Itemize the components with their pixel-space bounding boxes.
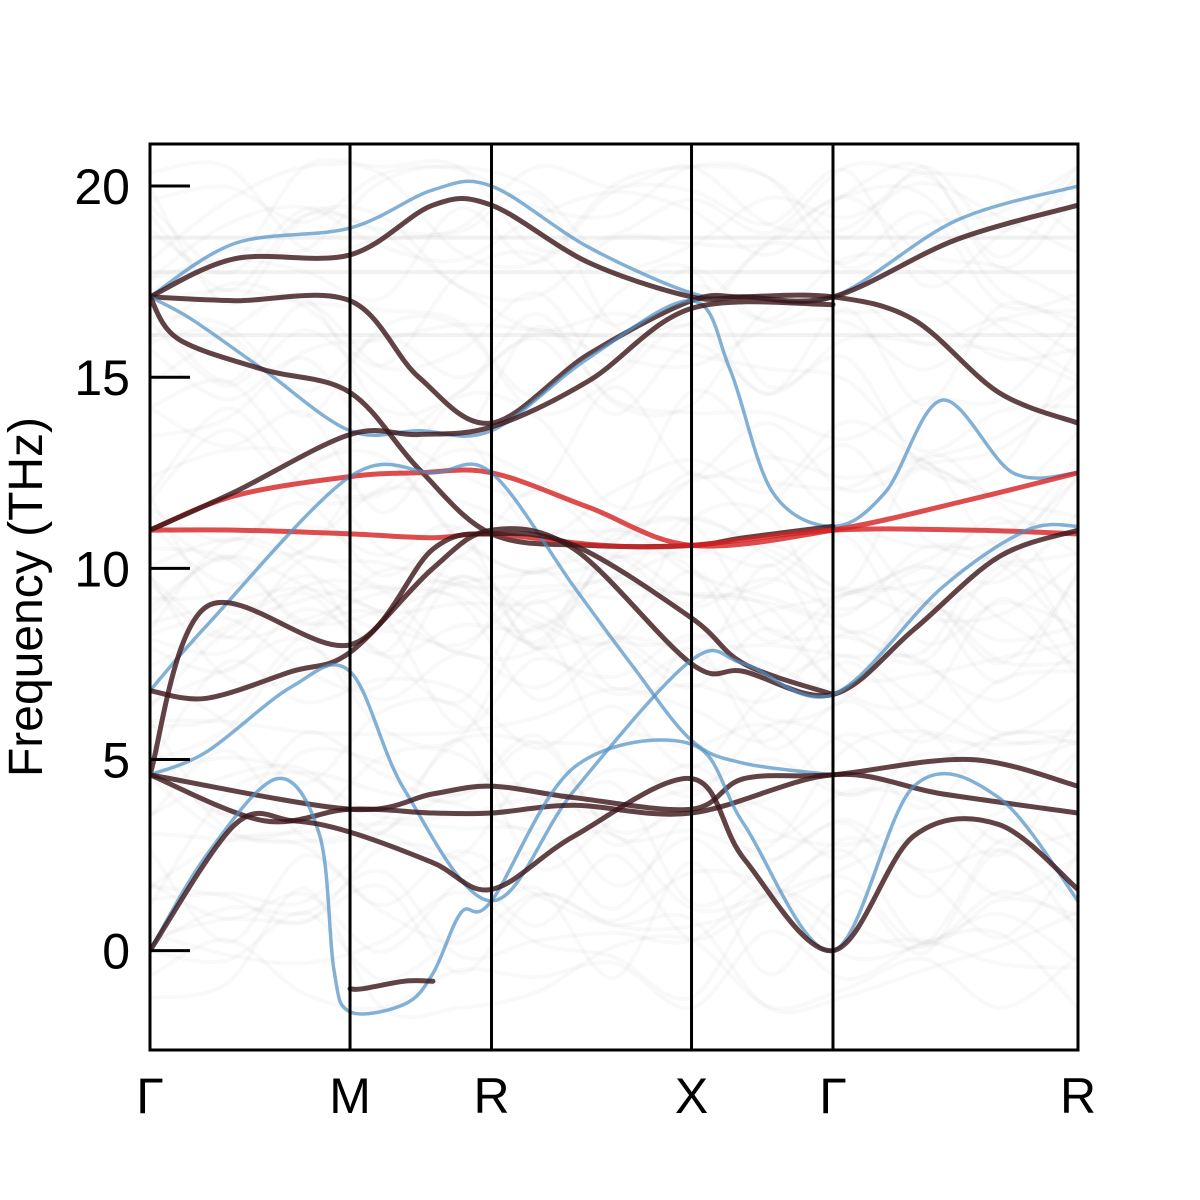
background-band: [150, 809, 1078, 911]
background-band: [150, 300, 1078, 419]
unfolded-band-10: [150, 526, 1078, 702]
background-band: [150, 336, 1078, 484]
x-tick-label: Γ: [819, 1068, 847, 1124]
background-band: [150, 635, 1078, 764]
x-tick-label: M: [329, 1068, 371, 1124]
background-band: [150, 770, 1078, 908]
background-band: [150, 532, 1078, 662]
background-band: [150, 157, 1078, 268]
background-band: [150, 654, 1078, 770]
background-band: [150, 448, 1078, 576]
background-band: [150, 927, 1078, 1012]
y-tick-label: 20: [74, 159, 130, 215]
y-tick-label: 10: [74, 541, 130, 597]
y-axis-label: Frequency (THz): [0, 417, 53, 777]
background-band: [150, 831, 1078, 940]
background-band: [150, 719, 1078, 853]
background-band: [150, 495, 1078, 615]
x-tick-label: R: [1060, 1068, 1096, 1124]
unfolded-band-1: [150, 195, 1078, 304]
background-band: [150, 886, 1078, 1020]
y-tick-label: 5: [102, 732, 130, 788]
background-band: [150, 673, 1078, 805]
background-band: [150, 388, 1078, 523]
background-band: [150, 868, 1078, 970]
unfolded-band-5: [150, 526, 1078, 550]
background-band: [150, 249, 1078, 368]
x-tick-label: Γ: [136, 1068, 164, 1124]
background-band: [150, 660, 1078, 747]
background-band: [150, 307, 1078, 394]
background-band: [150, 167, 1078, 303]
background-band: [150, 252, 1078, 384]
background-band: [150, 445, 1078, 565]
background-band: [150, 535, 1078, 666]
background-band: [150, 554, 1078, 646]
background-band: [150, 888, 1078, 1002]
background-band: [150, 475, 1078, 593]
background-band: [150, 164, 1078, 294]
y-tick-label: 0: [102, 924, 130, 980]
background-band: [150, 161, 1078, 281]
reference-band-11: [150, 522, 1078, 903]
background-band: [150, 520, 1078, 656]
background-band: [150, 210, 1078, 333]
background-band: [150, 720, 1078, 845]
background-band: [150, 849, 1078, 964]
background-band: [150, 161, 1078, 271]
background-band: [150, 722, 1078, 840]
background-band: [150, 585, 1078, 711]
background-band: [150, 883, 1078, 1015]
background-band: [150, 514, 1078, 659]
background-band: [150, 847, 1078, 982]
background-band: [150, 554, 1078, 683]
x-tick-label: R: [473, 1068, 509, 1124]
reference-band-14: [150, 738, 1078, 1016]
x-tick-label: X: [675, 1068, 708, 1124]
background-band: [150, 748, 1078, 860]
background-band: [150, 293, 1078, 418]
background-bands: [150, 157, 1078, 1020]
background-band: [150, 406, 1078, 538]
background-band: [150, 733, 1078, 872]
high-symmetry-lines: [348, 144, 835, 1050]
unfolded-band-6: [150, 467, 1078, 549]
background-band: [150, 841, 1078, 947]
background-band: [150, 161, 1078, 270]
background-band: [150, 542, 1078, 669]
plot-frame: [148, 142, 1080, 1052]
unfolded-band-16: [347, 978, 436, 992]
y-axis: 0 5 10 15 20: [74, 159, 190, 980]
background-band: [150, 781, 1078, 907]
background-band: [150, 501, 1078, 647]
background-band: [150, 530, 1078, 645]
unfolded-band-15: [150, 776, 1078, 954]
background-band: [150, 262, 1078, 399]
y-tick-label: 15: [74, 350, 130, 406]
reference-band-0: [150, 179, 1078, 305]
background-band: [150, 829, 1078, 954]
background-band: [150, 160, 1078, 259]
background-band: [150, 183, 1078, 337]
unfolded-band-9: [150, 530, 836, 778]
background-band: [150, 384, 1078, 511]
